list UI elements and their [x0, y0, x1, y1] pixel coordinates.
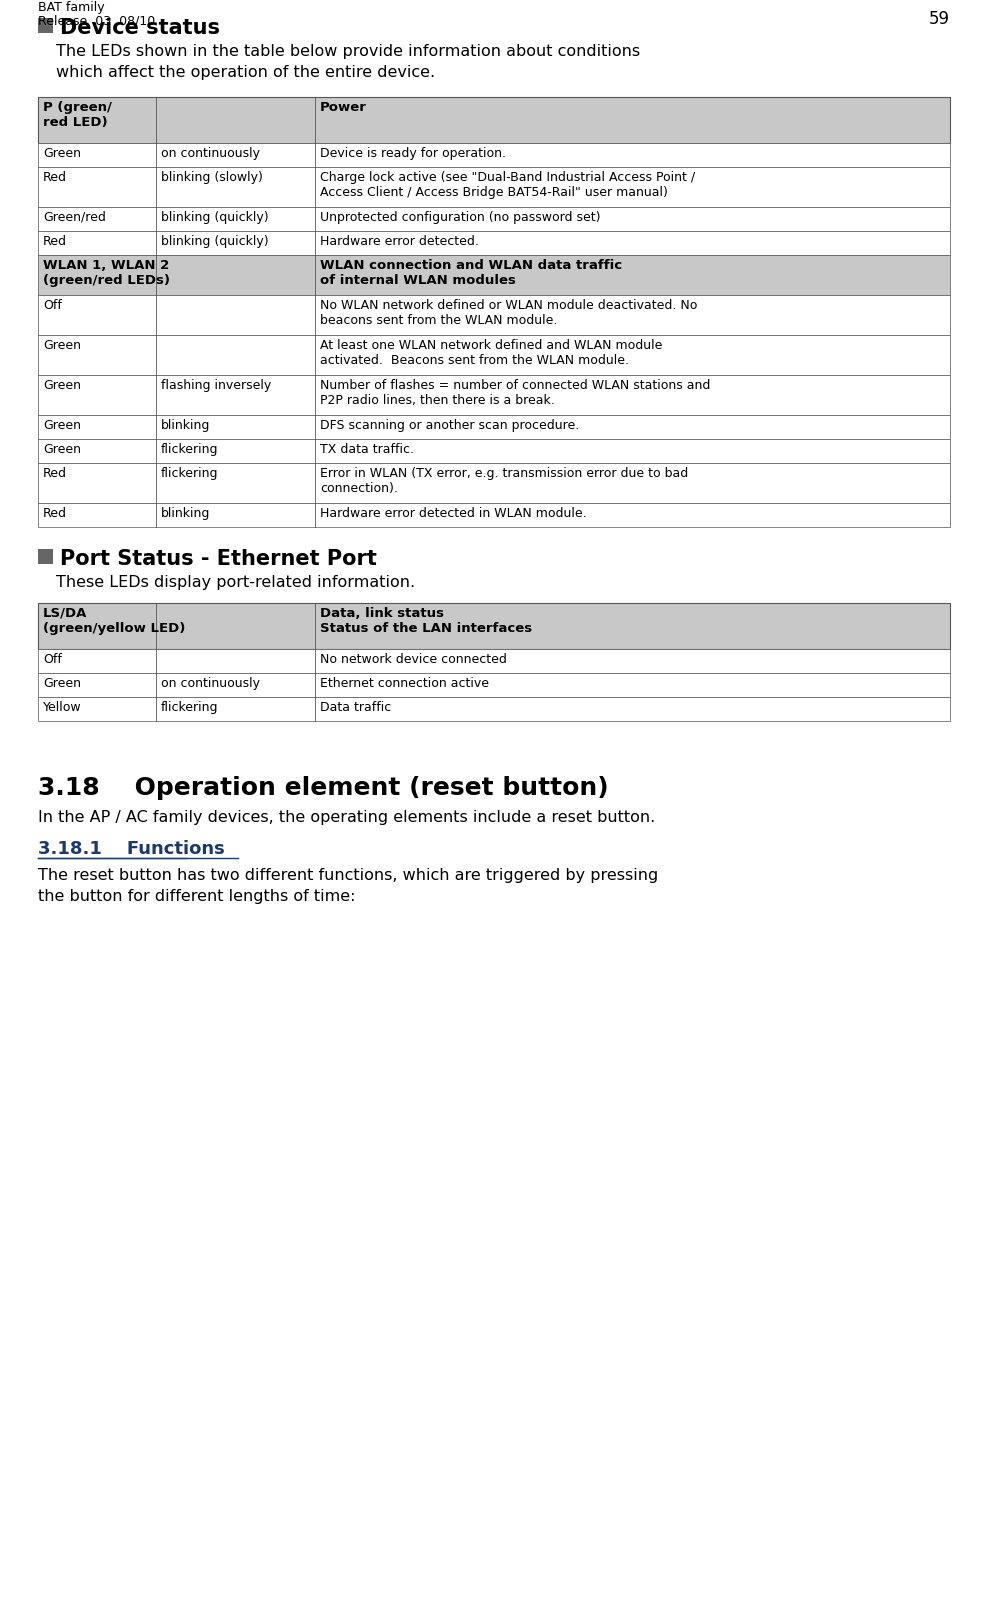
Text: Data traffic: Data traffic: [320, 701, 391, 714]
Text: Red: Red: [43, 172, 67, 185]
Text: BAT family: BAT family: [38, 2, 105, 15]
Text: At least one WLAN network defined and WLAN module
activated.  Beacons sent from : At least one WLAN network defined and WL…: [320, 338, 662, 368]
Text: No network device connected: No network device connected: [320, 652, 507, 665]
Text: LS/DA
(green/yellow LED): LS/DA (green/yellow LED): [43, 607, 186, 635]
Text: on continuously: on continuously: [161, 147, 260, 160]
Text: Power: Power: [320, 100, 367, 113]
Text: 3.18.1    Functions: 3.18.1 Functions: [38, 840, 224, 858]
Bar: [38, 18, 53, 32]
Text: blinking (quickly): blinking (quickly): [161, 210, 269, 223]
Text: 3.18    Operation element (reset button): 3.18 Operation element (reset button): [38, 776, 609, 800]
Text: blinking: blinking: [161, 419, 210, 432]
Bar: [38, 295, 950, 335]
Bar: [38, 698, 950, 720]
Bar: [38, 97, 950, 142]
Text: Off: Off: [43, 652, 62, 665]
Text: flickering: flickering: [161, 701, 218, 714]
Bar: [38, 602, 950, 649]
Text: Error in WLAN (TX error, e.g. transmission error due to bad
connection).: Error in WLAN (TX error, e.g. transmissi…: [320, 466, 689, 495]
Text: blinking: blinking: [161, 507, 210, 520]
Bar: [38, 504, 950, 528]
Bar: [38, 414, 950, 439]
Bar: [38, 232, 950, 256]
Bar: [38, 376, 950, 414]
Text: WLAN connection and WLAN data traffic
of internal WLAN modules: WLAN connection and WLAN data traffic of…: [320, 259, 622, 287]
Text: which affect the operation of the entire device.: which affect the operation of the entire…: [56, 65, 435, 79]
Text: Yellow: Yellow: [43, 701, 82, 714]
Text: DFS scanning or another scan procedure.: DFS scanning or another scan procedure.: [320, 419, 579, 432]
Bar: [38, 549, 53, 563]
Text: TX data traffic.: TX data traffic.: [320, 444, 414, 457]
Bar: [38, 674, 950, 698]
Text: No WLAN network defined or WLAN module deactivated. No
beacons sent from the WLA: No WLAN network defined or WLAN module d…: [320, 300, 698, 327]
Bar: [38, 463, 950, 504]
Bar: [38, 142, 950, 167]
Bar: [38, 335, 950, 376]
Text: flickering: flickering: [161, 466, 218, 479]
Text: Unprotected configuration (no password set): Unprotected configuration (no password s…: [320, 210, 601, 223]
Text: Device is ready for operation.: Device is ready for operation.: [320, 147, 506, 160]
Bar: [38, 167, 950, 207]
Text: Hardware error detected.: Hardware error detected.: [320, 235, 479, 248]
Text: These LEDs display port-related information.: These LEDs display port-related informat…: [56, 575, 415, 589]
Text: Off: Off: [43, 300, 62, 312]
Text: Green: Green: [43, 147, 81, 160]
Text: Device status: Device status: [60, 18, 220, 37]
Text: flickering: flickering: [161, 444, 218, 457]
Text: Data, link status
Status of the LAN interfaces: Data, link status Status of the LAN inte…: [320, 607, 533, 635]
Text: P (green/
red LED): P (green/ red LED): [43, 100, 112, 130]
Text: Red: Red: [43, 235, 67, 248]
Text: Green: Green: [43, 677, 81, 690]
Text: In the AP / AC family devices, the operating elements include a reset button.: In the AP / AC family devices, the opera…: [38, 810, 655, 826]
Text: Number of flashes = number of connected WLAN stations and
P2P radio lines, then : Number of flashes = number of connected …: [320, 379, 710, 406]
Text: Green: Green: [43, 379, 81, 392]
Text: Port Status - Ethernet Port: Port Status - Ethernet Port: [60, 549, 376, 568]
Text: Green: Green: [43, 444, 81, 457]
Text: Green: Green: [43, 338, 81, 351]
Text: Green: Green: [43, 419, 81, 432]
Bar: [38, 207, 950, 232]
Text: Green/red: Green/red: [43, 210, 106, 223]
Text: 59: 59: [929, 10, 950, 28]
Text: Release  03  08/10: Release 03 08/10: [38, 15, 155, 28]
Bar: [38, 439, 950, 463]
Bar: [38, 649, 950, 674]
Text: blinking (slowly): blinking (slowly): [161, 172, 263, 185]
Text: Ethernet connection active: Ethernet connection active: [320, 677, 489, 690]
Text: The LEDs shown in the table below provide information about conditions: The LEDs shown in the table below provid…: [56, 44, 640, 58]
Text: on continuously: on continuously: [161, 677, 260, 690]
Text: The reset button has two different functions, which are triggered by pressing: The reset button has two different funct…: [38, 868, 658, 882]
Text: flashing inversely: flashing inversely: [161, 379, 272, 392]
Text: blinking (quickly): blinking (quickly): [161, 235, 269, 248]
Text: Hardware error detected in WLAN module.: Hardware error detected in WLAN module.: [320, 507, 587, 520]
Text: the button for different lengths of time:: the button for different lengths of time…: [38, 889, 356, 903]
Text: Charge lock active (see "Dual-Band Industrial Access Point /
Access Client / Acc: Charge lock active (see "Dual-Band Indus…: [320, 172, 696, 199]
Text: Red: Red: [43, 466, 67, 479]
Text: Red: Red: [43, 507, 67, 520]
Text: WLAN 1, WLAN 2
(green/red LEDs): WLAN 1, WLAN 2 (green/red LEDs): [43, 259, 170, 287]
Bar: [38, 256, 950, 295]
